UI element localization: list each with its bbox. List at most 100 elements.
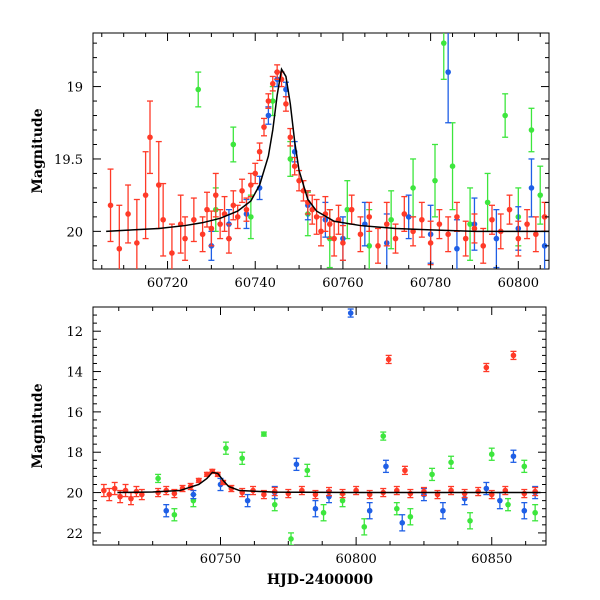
data-point	[528, 185, 535, 191]
data-point	[521, 490, 528, 497]
data-point	[340, 240, 346, 246]
data-point	[454, 214, 460, 220]
data-point	[515, 235, 522, 242]
data-point	[243, 206, 250, 213]
data-point	[462, 235, 469, 242]
data-point	[169, 250, 175, 256]
data-point	[449, 163, 456, 170]
x-tick-label: 60740	[235, 276, 276, 291]
data-point	[440, 40, 447, 46]
data-point	[394, 505, 400, 512]
y-tick-label: 18	[66, 446, 83, 461]
data-point	[274, 69, 280, 75]
data-point	[101, 487, 107, 494]
data-point	[484, 199, 491, 206]
data-point	[339, 490, 346, 497]
data-point	[461, 490, 468, 497]
data-point	[331, 235, 337, 242]
data-point	[407, 490, 414, 497]
data-point	[160, 216, 166, 223]
data-point	[265, 98, 272, 104]
data-point	[261, 431, 267, 437]
data-point	[288, 536, 294, 542]
data-point	[125, 211, 131, 217]
data-point	[230, 202, 237, 209]
data-point	[269, 80, 276, 87]
data-point	[532, 509, 538, 516]
top-y-axis-title: Magnitude	[30, 108, 46, 193]
data-point	[361, 524, 368, 530]
data-point	[366, 243, 373, 249]
data-point	[234, 214, 241, 220]
y-tick-label: 20	[66, 225, 83, 240]
data-point	[107, 202, 114, 209]
data-point	[528, 127, 535, 133]
data-point	[291, 163, 298, 170]
model-curve	[106, 67, 549, 233]
data-point	[510, 453, 517, 460]
data-point	[483, 485, 490, 492]
data-point	[252, 170, 259, 177]
model-curve	[117, 471, 541, 494]
data-point	[134, 240, 140, 246]
data-point	[296, 177, 302, 184]
data-point	[493, 235, 500, 242]
data-point	[116, 245, 123, 252]
data-point	[488, 451, 495, 458]
x-tick-label: 60750	[200, 552, 241, 567]
data-point	[223, 445, 229, 451]
data-point	[483, 364, 490, 371]
data-point	[142, 192, 149, 198]
data-point	[287, 134, 294, 141]
top-panel: Magnitude 60720 60740 60760 60780 60800 19 19.…	[30, 32, 550, 291]
data-point	[401, 211, 408, 217]
data-point	[399, 520, 406, 526]
data-point	[380, 433, 387, 439]
y-tick-label: 19	[66, 81, 83, 96]
data-point	[440, 507, 446, 514]
y-tick-label: 14	[66, 366, 83, 381]
bottom-data-points-group	[100, 308, 539, 545]
data-point	[313, 214, 320, 220]
data-point	[471, 225, 478, 232]
data-point	[106, 491, 113, 498]
data-point	[147, 134, 153, 141]
data-point	[304, 467, 311, 474]
x-tick-label: 60800	[335, 552, 376, 567]
data-point	[239, 188, 245, 194]
x-tick-label: 60850	[471, 552, 512, 567]
data-point	[226, 235, 232, 242]
data-point	[429, 471, 435, 478]
data-point	[344, 206, 351, 213]
data-point	[139, 491, 145, 498]
data-point	[283, 101, 289, 107]
data-point	[248, 214, 254, 220]
data-point	[357, 231, 364, 238]
data-point	[521, 463, 528, 470]
data-point	[405, 214, 412, 220]
data-point	[320, 509, 327, 516]
x-tick-label: 60760	[322, 276, 363, 291]
data-point	[312, 491, 319, 498]
data-point	[318, 228, 324, 235]
y-tick-label: 12	[66, 325, 83, 340]
data-point	[366, 507, 373, 514]
data-point	[182, 235, 188, 242]
data-point	[489, 216, 495, 223]
data-point	[244, 497, 251, 504]
y-tick-label: 16	[66, 406, 83, 421]
top-data-points-group	[107, 33, 548, 269]
data-point	[497, 497, 503, 504]
data-point	[208, 225, 215, 232]
data-point	[261, 124, 267, 130]
y-tick-label: 20	[66, 487, 83, 502]
data-point	[195, 86, 202, 93]
data-point	[171, 511, 178, 518]
data-point	[427, 240, 434, 246]
data-point	[271, 501, 278, 508]
data-point	[347, 310, 354, 316]
data-point	[163, 507, 170, 514]
x-tick-label: 60780	[410, 276, 451, 291]
data-point	[212, 192, 219, 198]
data-point	[265, 112, 272, 119]
